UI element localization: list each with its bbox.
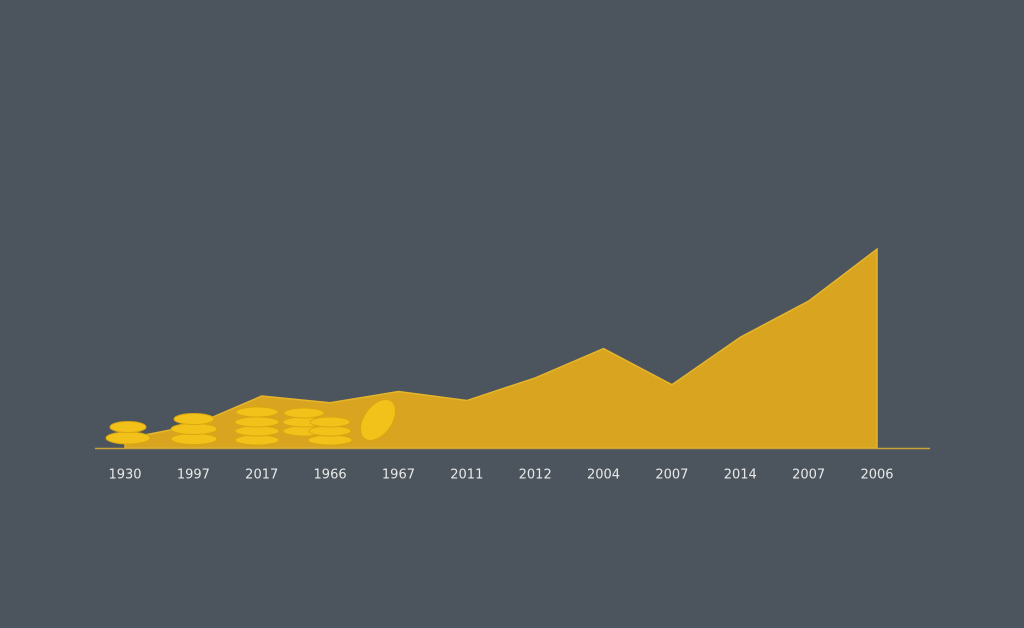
x-tick-label: 1997 bbox=[177, 468, 210, 483]
x-tick-label: 2012 bbox=[519, 468, 552, 483]
coin bbox=[283, 407, 325, 419]
x-tick-label: 1930 bbox=[108, 468, 141, 483]
coin bbox=[360, 399, 396, 441]
x-tick-label: 2007 bbox=[655, 468, 688, 483]
coin bbox=[173, 413, 215, 425]
x-tick-label: 2017 bbox=[245, 468, 278, 483]
coin bbox=[170, 433, 218, 445]
coin-decoration bbox=[105, 399, 396, 446]
coin bbox=[105, 431, 151, 445]
coin bbox=[309, 416, 351, 428]
coin bbox=[234, 416, 280, 428]
x-tick-label: 2011 bbox=[450, 468, 483, 483]
coin bbox=[109, 421, 147, 433]
area-layer bbox=[124, 247, 878, 449]
x-tick-label: 1966 bbox=[314, 468, 347, 483]
x-tick-label: 1967 bbox=[382, 468, 415, 483]
area bbox=[124, 247, 878, 449]
x-tick-label: 2004 bbox=[587, 468, 620, 483]
coin bbox=[235, 406, 279, 418]
coin bbox=[170, 423, 218, 435]
x-tick-label: 2006 bbox=[860, 468, 893, 483]
x-tick-label: 2007 bbox=[792, 468, 825, 483]
label-layer: 1930 1997 2017 1966 1967 2011 2012 2004 2007 2014… bbox=[108, 468, 893, 483]
x-tick-label: 2014 bbox=[724, 468, 757, 483]
